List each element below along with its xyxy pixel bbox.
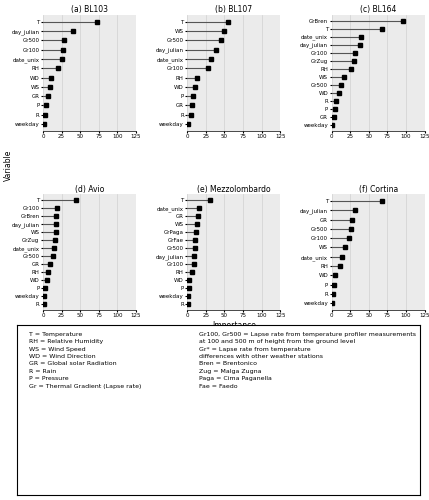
Title: (d) Avio: (d) Avio: [75, 184, 104, 194]
Text: Variable: Variable: [4, 150, 13, 180]
Title: (e) Mezzolombardo: (e) Mezzolombardo: [197, 184, 271, 194]
Title: (a) BL103: (a) BL103: [71, 5, 108, 14]
Text: Gr100, Gr500 = Lapse rate from temperature profiler measurements
at 100 and 500 : Gr100, Gr500 = Lapse rate from temperatu…: [199, 332, 416, 388]
X-axis label: Importance: Importance: [212, 322, 256, 330]
Title: (c) BL164: (c) BL164: [360, 5, 396, 14]
Title: (b) BL107: (b) BL107: [215, 5, 252, 14]
Title: (f) Cortina: (f) Cortina: [359, 184, 398, 194]
Text: T = Temperature
RH = Relative Humidity
WS = Wind Speed
WD = Wind Direction
GR = : T = Temperature RH = Relative Humidity W…: [29, 332, 142, 388]
